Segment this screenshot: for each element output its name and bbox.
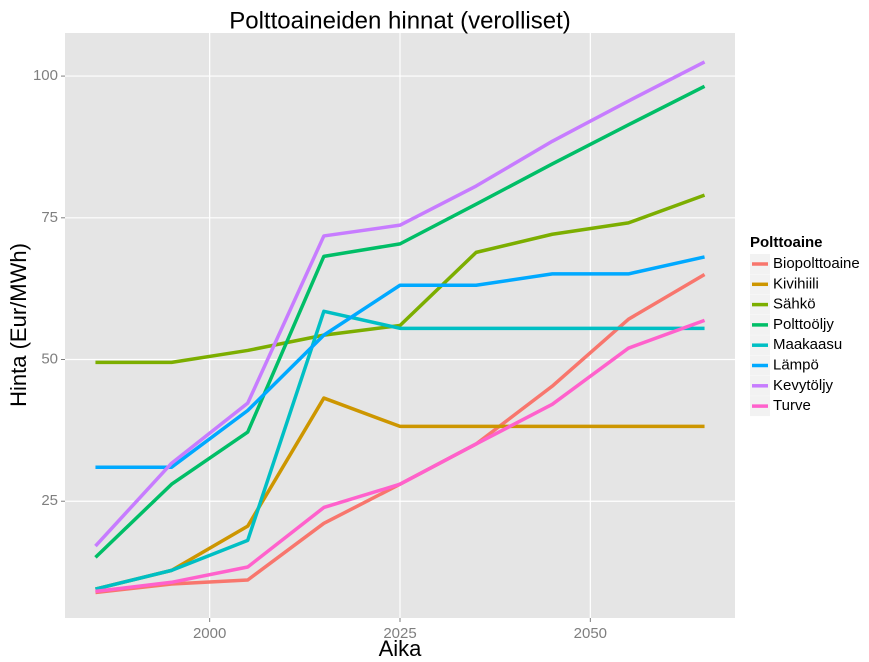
chart-title: Polttoaineiden hinnat (verolliset) bbox=[229, 7, 571, 34]
legend-label: Polttoöljy bbox=[773, 316, 834, 333]
legend-label: Lämpö bbox=[773, 356, 819, 373]
x-axis-label: Aika bbox=[379, 636, 423, 661]
line-series bbox=[95, 255, 705, 469]
y-tick-label: 100 bbox=[33, 67, 58, 84]
y-tick-label: 75 bbox=[41, 209, 58, 226]
legend-label: Biopolttoaine bbox=[773, 255, 860, 272]
legend-label: Turve bbox=[773, 397, 811, 414]
line-series bbox=[95, 193, 706, 365]
legend-title: Polttoaine bbox=[750, 234, 823, 251]
legend-label: Kevytöljy bbox=[773, 377, 834, 394]
legend-label: Kivihiili bbox=[773, 275, 819, 292]
y-tick-label: 25 bbox=[41, 492, 58, 509]
line-series bbox=[94, 60, 706, 548]
line-series bbox=[94, 84, 706, 559]
x-tick-label: 2000 bbox=[193, 625, 226, 642]
y-tick-label: 50 bbox=[41, 350, 58, 367]
line-series bbox=[95, 309, 705, 591]
line-series bbox=[95, 318, 706, 594]
legend-label: Maakaasu bbox=[773, 336, 842, 353]
x-tick-label: 2050 bbox=[574, 625, 607, 642]
x-tick-label: 2025 bbox=[383, 625, 416, 642]
line-series bbox=[95, 396, 705, 591]
y-axis-label: Hinta (Eur/MWh) bbox=[6, 243, 31, 407]
legend-label: Sähkö bbox=[773, 296, 816, 313]
